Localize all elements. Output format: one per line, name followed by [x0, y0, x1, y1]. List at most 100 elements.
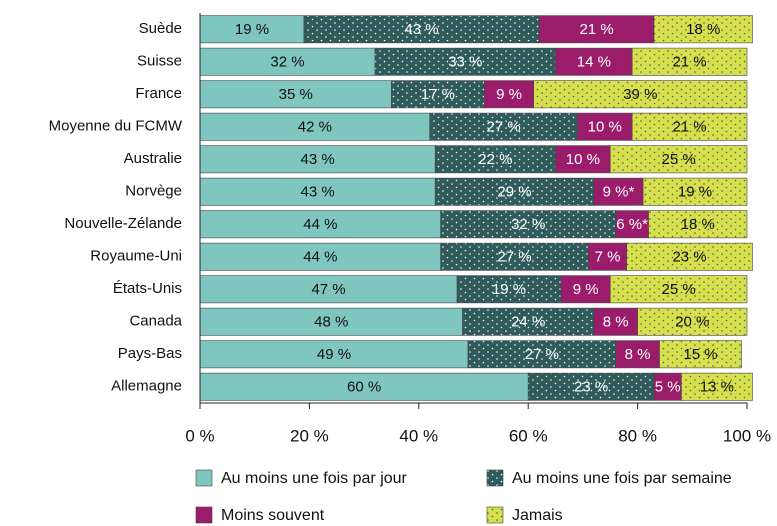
bar-segment [555, 145, 611, 174]
legend-label: Au moins une fois par jour [221, 470, 408, 487]
value-label: 47 % [311, 281, 345, 298]
bar-segment [593, 307, 638, 336]
value-label: 13 % [700, 379, 734, 396]
value-label: 25 % [662, 281, 696, 298]
value-label: 17 % [421, 86, 455, 103]
value-label: 8 % [603, 314, 629, 331]
x-tick-label: 0 % [185, 426, 214, 445]
bar-segment [588, 242, 627, 271]
bar-segment [199, 112, 431, 141]
legend-swatch [195, 506, 213, 524]
bar-segment [538, 15, 655, 44]
category-label: Canada [129, 313, 182, 330]
bar-segment [199, 242, 441, 271]
bar-segment [637, 307, 748, 336]
value-label: 7 % [595, 249, 621, 266]
value-label: 19 % [492, 281, 526, 298]
value-label: 42 % [298, 119, 332, 136]
category-label: Allemagne [111, 378, 182, 395]
legend-swatch [486, 469, 504, 487]
value-label: 9 % [496, 86, 522, 103]
bar-segment [462, 307, 595, 336]
bar-segment [609, 145, 748, 174]
bar-segment [648, 210, 748, 239]
bar-segment [631, 47, 748, 76]
bar-segment [642, 177, 748, 206]
value-label: 9 %* [603, 184, 635, 201]
x-tick-label: 80 % [618, 426, 657, 445]
value-label: 25 % [662, 151, 696, 168]
value-label: 23 % [574, 379, 608, 396]
bar-segment [533, 80, 748, 109]
bar-segment [653, 15, 753, 44]
legend-label: Moins souvent [221, 507, 325, 524]
value-label: 6 %* [616, 216, 648, 233]
bar-segment [527, 372, 655, 401]
bar-segment [303, 15, 540, 44]
category-label: États-Unis [113, 280, 182, 297]
bar-segment [659, 340, 742, 369]
value-label: 60 % [347, 379, 381, 396]
bar-segment [615, 340, 660, 369]
value-label: 18 % [681, 216, 715, 233]
bar-segment [653, 372, 682, 401]
legend-label: Jamais [512, 507, 563, 524]
value-label: 29 % [497, 184, 531, 201]
value-label: 15 % [683, 346, 717, 363]
category-label: Suède [139, 20, 182, 37]
value-label: 20 % [675, 314, 709, 331]
legend-label: Au moins une fois par semaine [512, 470, 732, 487]
bar-segment [434, 145, 556, 174]
value-label: 18 % [686, 21, 720, 38]
value-label: 39 % [623, 86, 657, 103]
bar-segment [631, 112, 748, 141]
value-label: 43 % [404, 21, 438, 38]
value-label: 21 % [672, 119, 706, 136]
bar-segment [615, 210, 649, 239]
bar-segment [560, 275, 611, 304]
bar-segment [199, 47, 376, 76]
value-label: 48 % [314, 314, 348, 331]
bar-segment [199, 372, 529, 401]
bar-segment [199, 210, 441, 239]
value-label: 19 % [678, 184, 712, 201]
value-label: 44 % [303, 249, 337, 266]
bar-segment [555, 47, 633, 76]
value-label: 27 % [525, 346, 559, 363]
value-label: 22 % [478, 151, 512, 168]
category-label: Nouvelle-Zélande [64, 215, 182, 232]
value-label: 44 % [303, 216, 337, 233]
bar-segment [626, 242, 753, 271]
bar-segment [199, 177, 436, 206]
value-label: 32 % [270, 54, 304, 71]
x-tick-label: 40 % [399, 426, 438, 445]
bar-segment [199, 340, 469, 369]
bar-segment [374, 47, 556, 76]
value-label: 43 % [301, 184, 335, 201]
value-label: 10 % [588, 119, 622, 136]
bar-segment [456, 275, 562, 304]
category-label: Pays-Bas [118, 345, 182, 362]
x-tick-label: 100 % [723, 426, 771, 445]
bar-segment [593, 177, 644, 206]
value-label: 35 % [279, 86, 313, 103]
value-label: 49 % [317, 346, 351, 363]
category-label: Royaume-Uni [90, 248, 182, 265]
bar-segment [199, 15, 305, 44]
value-label: 33 % [448, 54, 482, 71]
bar-segment [681, 372, 753, 401]
category-label: Norvège [125, 183, 182, 200]
bar-segment [199, 307, 463, 336]
x-tick-label: 20 % [290, 426, 329, 445]
bar-segment [467, 340, 617, 369]
value-label: 27 % [497, 249, 531, 266]
value-label: 19 % [235, 21, 269, 38]
bar-segment [429, 112, 578, 141]
value-label: 21 % [672, 54, 706, 71]
value-label: 43 % [301, 151, 335, 168]
value-label: 27 % [486, 119, 520, 136]
bar-segment [609, 275, 748, 304]
x-tick-label: 60 % [509, 426, 548, 445]
legend-swatch [195, 469, 213, 487]
